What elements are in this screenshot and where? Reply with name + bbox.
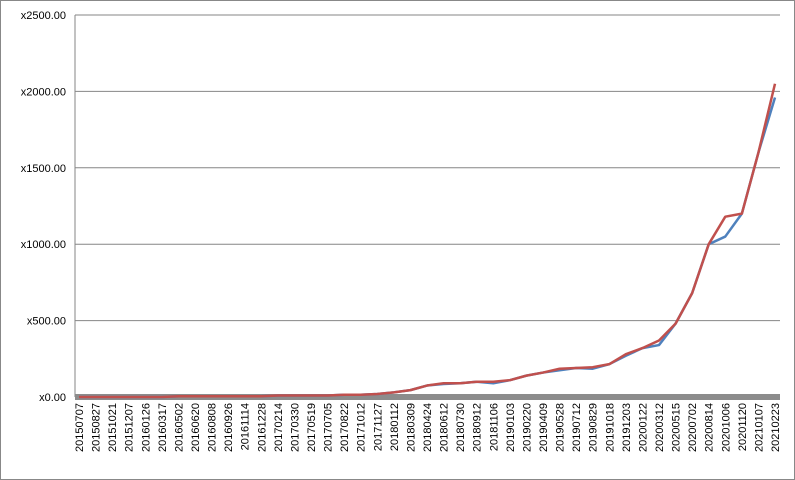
- y-tick-label: x500.00: [27, 316, 66, 328]
- x-tick-label: 20180730: [455, 403, 467, 452]
- x-tick-label: 20190409: [538, 403, 550, 452]
- x-tick-label: 20190103: [505, 403, 517, 452]
- x-tick-label: 20191018: [604, 403, 616, 452]
- x-tick-label: 20171127: [372, 403, 384, 451]
- x-tick-label: 20170214: [273, 403, 285, 452]
- x-tick-label: 20161114: [240, 403, 252, 450]
- x-tick-label: 20201006: [720, 403, 732, 452]
- x-tick-label: 20200702: [687, 403, 699, 452]
- x-tick-label: 20160126: [140, 403, 152, 452]
- x-tick-label: 20200515: [671, 403, 683, 452]
- x-tick-label: 20170822: [339, 403, 351, 452]
- series-line: [79, 83, 777, 399]
- y-tick-label: x2500.00: [21, 10, 66, 22]
- x-tick-label: 20190829: [588, 403, 600, 452]
- x-tick-label: 20160502: [173, 403, 185, 452]
- x-tick-label: 20210223: [770, 403, 782, 452]
- x-tick-label: 20150707: [74, 403, 86, 452]
- x-tick-label: 20170705: [323, 403, 335, 452]
- x-tick-label: 20200122: [637, 403, 649, 452]
- x-tick-label: 20180309: [405, 403, 417, 452]
- x-tick-label: 20160317: [157, 403, 169, 452]
- x-tick-label: 20200814: [704, 403, 716, 452]
- x-tick-label: 20181106: [488, 403, 500, 451]
- x-tick-label: 20190712: [571, 403, 583, 452]
- x-axis-band: [75, 394, 780, 400]
- x-tick-label: 20190220: [521, 403, 533, 452]
- x-tick-label: 20201120: [737, 403, 749, 451]
- y-tick-label: x0.00: [39, 392, 66, 404]
- x-tick-label: 20170330: [289, 403, 301, 452]
- x-tick-label: 20191203: [621, 403, 633, 452]
- x-tick-label: 20160620: [190, 403, 202, 452]
- x-tick-label: 20150827: [91, 403, 103, 452]
- x-tick-label: 20180424: [422, 403, 434, 452]
- x-tick-label: 20170519: [306, 403, 318, 452]
- y-tick-label: x2000.00: [21, 86, 66, 98]
- x-tick-label: 20171012: [356, 403, 368, 452]
- x-tick-label: 20200312: [654, 403, 666, 452]
- y-tick-label: x1500.00: [21, 163, 66, 175]
- y-tick-label: x1000.00: [21, 239, 66, 251]
- x-tick-label: 20180612: [439, 403, 451, 452]
- x-tick-label: 20190528: [555, 403, 567, 452]
- x-tick-label: 20151021: [107, 403, 119, 452]
- x-tick-label: 20180912: [472, 403, 484, 452]
- x-tick-label: 20151207: [124, 403, 136, 452]
- x-tick-label: 20160808: [207, 403, 219, 452]
- x-tick-label: 20161228: [256, 403, 268, 452]
- x-tick-label: 20160926: [223, 403, 235, 452]
- x-tick-label: 20210107: [753, 403, 765, 452]
- x-tick-label: 20180112: [389, 403, 401, 451]
